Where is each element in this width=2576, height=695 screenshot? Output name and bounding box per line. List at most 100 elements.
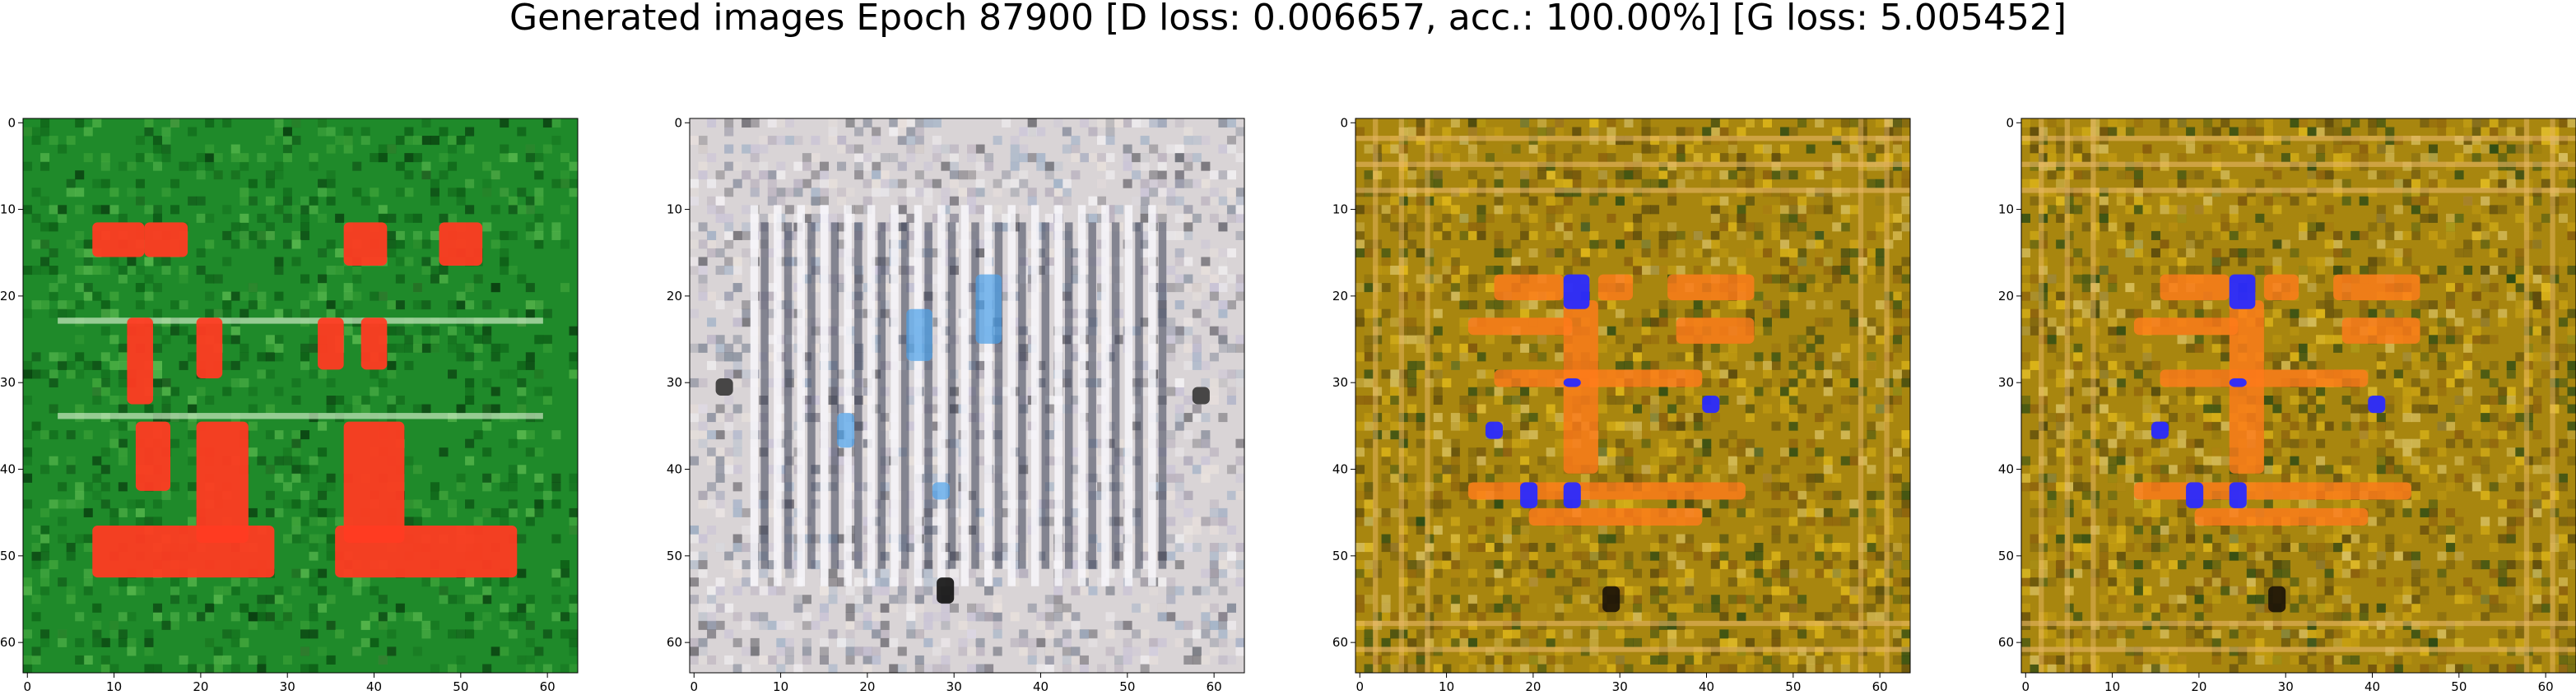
panel-2-noise-cell bbox=[707, 655, 717, 665]
panel-1-noise-cell bbox=[92, 629, 102, 639]
panel-2-noise-cell bbox=[1183, 257, 1193, 266]
panel-1-noise-cell bbox=[58, 482, 67, 492]
panel-1-noise-cell bbox=[58, 577, 67, 587]
panel-1-noise-cell bbox=[118, 161, 128, 171]
panel-3-noise-cell bbox=[1537, 335, 1547, 345]
panel-2-noise-cell bbox=[802, 239, 811, 249]
panel-3-noise-cell bbox=[1597, 248, 1607, 257]
panel-1-noise-cell bbox=[222, 300, 232, 310]
panel-1-noise-cell bbox=[40, 222, 50, 232]
panel-3-noise-cell bbox=[1849, 507, 1859, 517]
panel-3-noise-cell bbox=[1580, 473, 1590, 483]
panel-3-noise-cell bbox=[1624, 317, 1634, 327]
panel-2-noise-cell bbox=[975, 387, 985, 396]
panel-1-noise-cell bbox=[387, 360, 397, 370]
panel-1-noise-cell bbox=[40, 637, 50, 647]
panel-3-noise-cell bbox=[1719, 170, 1729, 180]
panel-1-noise-cell bbox=[500, 577, 509, 587]
panel-2-noise-cell bbox=[872, 586, 881, 595]
panel-2-y-tick-label: 50 bbox=[667, 549, 682, 563]
panel-3-noise-cell bbox=[1555, 387, 1565, 396]
panel-1-noise-cell bbox=[309, 196, 319, 206]
panel-2-bar-shadow bbox=[924, 222, 932, 569]
panel-2-noise-cell bbox=[967, 144, 977, 154]
panel-2-noise-cell bbox=[967, 170, 977, 180]
panel-2-noise-cell bbox=[1140, 178, 1150, 188]
panel-2-noise-cell bbox=[1036, 612, 1046, 622]
panel-2-noise-cell bbox=[1053, 161, 1063, 171]
panel-1-noise-cell bbox=[23, 473, 33, 483]
panel-2-noise-cell bbox=[1174, 387, 1184, 396]
panel-2-noise-cell bbox=[949, 153, 959, 163]
panel-2-x-tick-label: 60 bbox=[1207, 679, 1222, 694]
panel-2-noise-cell bbox=[1209, 291, 1219, 301]
panel-2-noise-cell bbox=[1071, 499, 1081, 509]
panel-3-noise-cell bbox=[1641, 465, 1651, 475]
panel-3-noise-cell bbox=[1537, 127, 1547, 137]
panel-2-noise-cell bbox=[889, 178, 899, 188]
panel-1-noise-cell bbox=[560, 153, 570, 163]
panel-2-noise-cell bbox=[724, 603, 734, 613]
panel-1-noise-cell bbox=[274, 161, 284, 171]
panel-3-noise-cell bbox=[1520, 266, 1530, 276]
panel-2-noise-cell bbox=[1071, 525, 1081, 535]
panel-2-noise-cell bbox=[897, 196, 907, 206]
panel-3-noise-cell bbox=[1702, 421, 1712, 431]
panel-1-noise-cell bbox=[412, 230, 422, 240]
panel-1-noise-cell bbox=[144, 127, 154, 137]
panel-2-noise-cell bbox=[1036, 248, 1046, 257]
panel-1-noise-cell bbox=[239, 637, 249, 647]
panel-2-noise-cell bbox=[690, 222, 700, 232]
panel-2-noise-cell bbox=[715, 430, 725, 440]
panel-1-noise-cell bbox=[213, 308, 223, 318]
panel-2-noise-cell bbox=[872, 568, 881, 578]
panel-1-noise-cell bbox=[265, 490, 275, 500]
panel-1-noise-cell bbox=[534, 161, 544, 171]
panel-2-noise-cell bbox=[1201, 178, 1211, 188]
panel-2-noise-cell bbox=[941, 430, 951, 440]
panel-2-noise-cell bbox=[872, 266, 881, 276]
panel-1-noise-cell bbox=[83, 360, 93, 370]
panel-2-noise-cell bbox=[1166, 387, 1176, 396]
panel-2-noise-cell bbox=[1044, 430, 1054, 440]
panel-3-noise-cell bbox=[1806, 568, 1816, 578]
panel-2-noise-cell bbox=[1036, 266, 1046, 276]
panel-2-noise-cell bbox=[759, 586, 769, 595]
panel-3-noise-cell bbox=[1355, 507, 1365, 517]
panel-3-noise-cell bbox=[1867, 352, 1876, 362]
panel-3-noise-cell bbox=[1416, 274, 1425, 284]
panel-1-noise-cell bbox=[109, 430, 119, 440]
panel-2-noise-cell bbox=[1062, 646, 1072, 656]
panel-2-noise-cell bbox=[732, 335, 742, 345]
panel-2-noise-cell bbox=[984, 586, 994, 595]
panel-3-noise-cell bbox=[1364, 421, 1374, 431]
panel-1-noise-cell bbox=[248, 620, 258, 630]
panel-2-noise-cell bbox=[1071, 360, 1081, 370]
panel-3-noise-cell bbox=[1710, 343, 1720, 353]
panel-1-noise-cell bbox=[525, 655, 535, 665]
panel-2-noise-cell bbox=[1226, 387, 1236, 396]
panel-3-noise-cell bbox=[1867, 430, 1876, 440]
panel-1-noise-cell bbox=[257, 230, 267, 240]
panel-2-noise-cell bbox=[993, 620, 1002, 630]
panel-2-noise-cell bbox=[707, 153, 717, 163]
panel-1-noise-cell bbox=[378, 291, 388, 301]
panel-1-noise-cell bbox=[508, 438, 518, 448]
panel-1-noise-cell bbox=[118, 274, 128, 284]
panel-3-noise-cell bbox=[1745, 465, 1755, 475]
panel-3-noise-cell bbox=[1815, 637, 1825, 647]
panel-1-noise-cell bbox=[525, 222, 535, 232]
panel-1-noise-cell bbox=[465, 378, 475, 387]
panel-3-noise-cell bbox=[1667, 603, 1677, 613]
panel-1-noise-cell bbox=[75, 499, 85, 509]
panel-2-noise-cell bbox=[1002, 387, 1011, 396]
panel-3-noise-cell bbox=[1641, 178, 1651, 188]
panel-1-noise-cell bbox=[109, 205, 119, 215]
panel-1-noise-cell bbox=[465, 499, 475, 509]
panel-2-noise-cell bbox=[707, 317, 717, 327]
panel-2-bar-shadow bbox=[947, 222, 956, 569]
panel-3-noise-cell bbox=[1727, 222, 1737, 232]
panel-2-noise-cell bbox=[1218, 326, 1228, 336]
panel-3-noise-cell bbox=[1702, 465, 1712, 475]
panel-2-noise-cell bbox=[732, 257, 742, 266]
